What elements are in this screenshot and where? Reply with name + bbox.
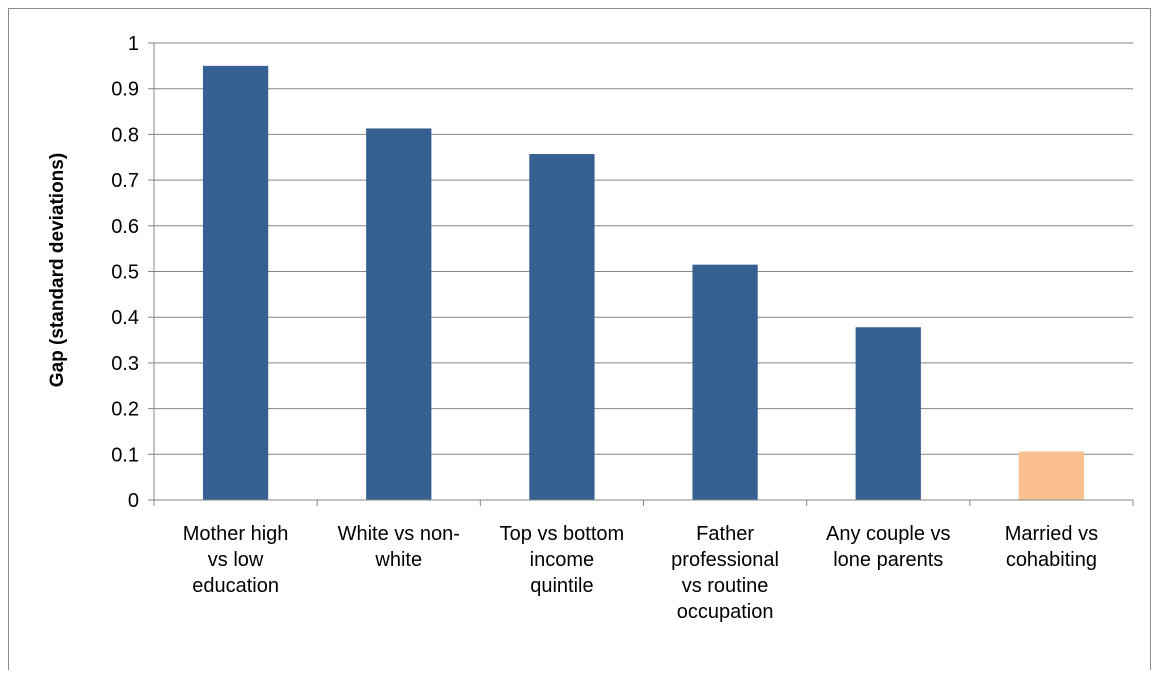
y-axis-ticks: 0 0.1 0.2 0.3 0.4 0.5 0.6 0.7 0.8 0.9 1 xyxy=(111,33,154,512)
y-tick-label: 0.8 xyxy=(111,124,139,146)
category-label: Married vs cohabiting xyxy=(1005,523,1098,571)
y-tick-label: 0.6 xyxy=(111,216,139,238)
category-label-line: occupation xyxy=(677,601,774,623)
y-tick-label: 0.2 xyxy=(111,399,139,421)
category-label-line: education xyxy=(192,575,279,597)
category-label: Father professional vs routine occupation xyxy=(671,523,779,623)
category-label-line: White vs non- xyxy=(338,523,460,545)
category-label-line: quintile xyxy=(530,575,593,597)
y-tick-label: 0.3 xyxy=(111,353,139,375)
gridlines xyxy=(154,42,1133,455)
y-tick-label: 1 xyxy=(128,33,139,55)
category-label-line: vs low xyxy=(208,549,264,571)
bar xyxy=(366,128,432,501)
category-label: Top vs bottom income quintile xyxy=(500,523,625,597)
bar xyxy=(855,327,921,500)
y-axis-title: Gap (standard deviations) xyxy=(47,153,68,387)
category-label-line: Married vs xyxy=(1005,523,1098,545)
category-label-line: Top vs bottom xyxy=(500,523,625,545)
y-tick-label: 0.5 xyxy=(111,262,139,284)
category-label-line: white xyxy=(374,549,422,571)
category-label-line: professional xyxy=(671,549,779,571)
category-label-line: Mother high xyxy=(183,523,289,545)
category-label-line: lone parents xyxy=(833,549,943,571)
category-label: White vs non-white xyxy=(338,523,460,571)
axes xyxy=(148,43,1134,506)
category-label: Any couple vs lone parents xyxy=(826,523,951,571)
category-label-line: Father xyxy=(696,523,754,545)
bar-chart: 0 0.1 0.2 0.3 0.4 0.5 0.6 0.7 0.8 0.9 1 Mother hig… xyxy=(47,33,1134,623)
category-label-line: cohabiting xyxy=(1006,549,1097,571)
category-label-line: income xyxy=(530,549,594,571)
bar xyxy=(1018,451,1085,500)
bar xyxy=(202,65,269,500)
category-label-line: Any couple vs xyxy=(826,523,951,545)
category-label-line: vs routine xyxy=(682,575,769,597)
category-label: Mother high vs low education xyxy=(183,523,289,597)
y-tick-label: 0.4 xyxy=(111,307,139,329)
y-tick-label: 0.7 xyxy=(111,170,139,192)
bar xyxy=(692,264,758,500)
chart-frame: 0 0.1 0.2 0.3 0.4 0.5 0.6 0.7 0.8 0.9 1 Mother hig… xyxy=(8,8,1151,670)
x-axis-categories: Mother high vs low education White vs non-w… xyxy=(183,523,1098,623)
y-tick-label: 0 xyxy=(128,490,139,512)
bars xyxy=(202,65,1085,501)
y-tick-label: 0.9 xyxy=(111,79,139,101)
y-tick-label: 0.1 xyxy=(111,444,139,466)
bar xyxy=(529,154,595,500)
